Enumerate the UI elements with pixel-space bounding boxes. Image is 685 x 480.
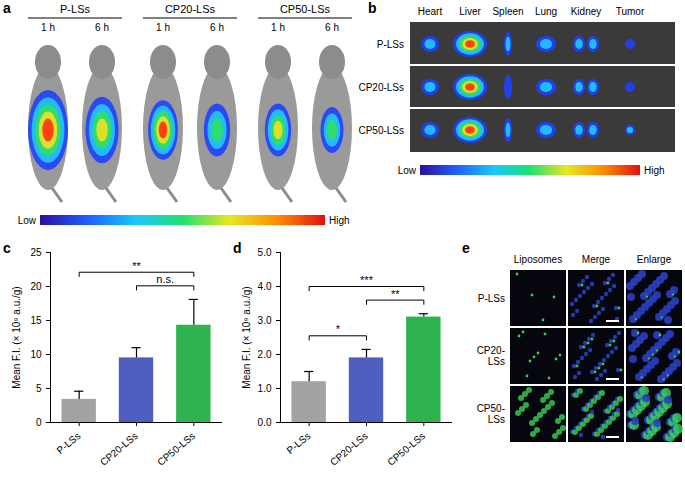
svg-text:*: * [336,323,341,335]
svg-text:High: High [644,165,665,176]
svg-text:a: a [3,0,11,16]
svg-text:4.0: 4.0 [258,281,272,292]
svg-text:P-LSs: P-LSs [478,293,505,304]
svg-text:P-LSs: P-LSs [60,3,90,15]
svg-text:0: 0 [36,417,42,428]
svg-text:Low: Low [398,165,417,176]
svg-text:Mean F.I. (× 10⁹ a.u./g): Mean F.I. (× 10⁹ a.u./g) [241,286,252,388]
svg-text:Tumor: Tumor [616,6,645,17]
svg-text:CP20-LSs: CP20-LSs [358,82,404,93]
svg-text:10: 10 [30,349,42,360]
svg-text:CP50-LSs: CP50-LSs [358,125,404,136]
svg-text:Lung: Lung [535,6,557,17]
svg-text:CP50-LSs: CP50-LSs [155,430,197,468]
svg-text:Low: Low [18,215,37,226]
svg-text:CP20-LSs: CP20-LSs [328,430,370,468]
svg-text:P-LSs: P-LSs [285,430,313,456]
svg-text:b: b [368,0,377,16]
svg-text:3.0: 3.0 [258,315,272,326]
svg-text:Kidney: Kidney [571,6,602,17]
svg-text:1.0: 1.0 [258,383,272,394]
svg-text:High: High [329,215,350,226]
svg-text:CP20-LSs: CP20-LSs [98,430,140,468]
svg-text:1 h: 1 h [156,22,170,33]
svg-text:6 h: 6 h [210,22,224,33]
svg-text:Enlarge: Enlarge [637,254,672,265]
svg-text:6 h: 6 h [325,22,339,33]
svg-text:CP20-LSs: CP20-LSs [477,345,505,367]
svg-text:CP50-LSs: CP50-LSs [385,430,427,468]
svg-text:***: *** [360,274,374,286]
svg-text:5: 5 [36,383,42,394]
svg-text:15: 15 [30,315,42,326]
svg-text:Liposomes: Liposomes [514,254,562,265]
svg-text:1 h: 1 h [271,22,285,33]
svg-text:20: 20 [30,281,42,292]
svg-text:**: ** [391,288,400,300]
svg-text:e: e [462,240,470,256]
svg-text:d: d [233,240,242,256]
svg-text:2.0: 2.0 [258,349,272,360]
svg-text:CP50-LSs: CP50-LSs [280,3,331,15]
svg-text:P-LSs: P-LSs [377,39,404,50]
svg-text:CP20-LSs: CP20-LSs [165,3,216,15]
svg-text:Merge: Merge [582,254,611,265]
svg-text:**: ** [132,260,141,272]
svg-text:5.0: 5.0 [258,247,272,258]
svg-text:CP50-LSs: CP50-LSs [477,403,505,425]
svg-text:Mean F.I. (× 10⁹ a.u./g): Mean F.I. (× 10⁹ a.u./g) [11,286,22,388]
svg-text:6 h: 6 h [95,22,109,33]
svg-text:Liver: Liver [459,6,481,17]
svg-text:0.0: 0.0 [258,417,272,428]
svg-text:25: 25 [30,247,42,258]
svg-text:Heart: Heart [418,6,443,17]
svg-text:Spleen: Spleen [492,6,523,17]
svg-text:c: c [3,240,11,256]
svg-text:n.s.: n.s. [156,273,174,285]
svg-text:P-LSs: P-LSs [55,430,83,456]
svg-text:1 h: 1 h [41,22,55,33]
